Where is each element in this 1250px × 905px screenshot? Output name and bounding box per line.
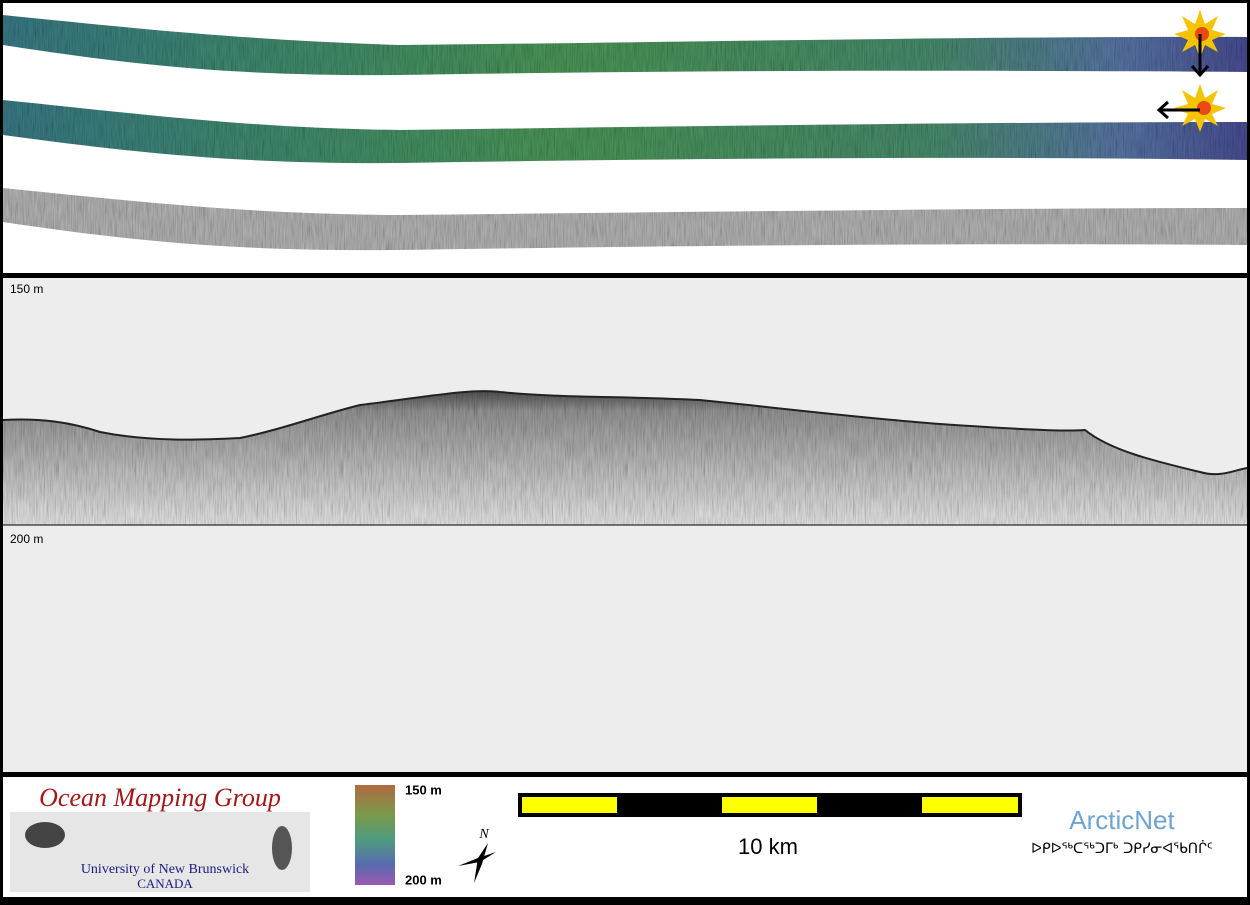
north-arrow: N — [458, 827, 496, 883]
north-label: N — [478, 827, 489, 842]
seabed-line — [2, 390, 1248, 476]
partner-inuktitut: ᐅᑭᐅᖅᑕᖅᑐᒥᒃ ᑐᑭᓯᓂᐊᖃᑎᒌᑦ — [1031, 840, 1213, 857]
logo-ship — [272, 826, 292, 870]
logo-university: University of New Brunswick — [81, 862, 249, 877]
depth-colorbar — [355, 785, 395, 885]
depth-label: 200 m — [10, 532, 43, 546]
depth-label: 150 m — [10, 282, 43, 296]
scale-label: 10 km — [738, 834, 798, 859]
logo-background — [10, 812, 310, 892]
colorbar-label: 150 m — [405, 782, 442, 797]
logo-country: CANADA — [137, 876, 193, 891]
bathymetry-swath — [3, 100, 1247, 164]
logo-title: Ocean Mapping Group — [39, 783, 281, 812]
backscatter-swath — [3, 188, 1247, 251]
scale-bar: 10 km — [518, 793, 1022, 859]
colorbar-label: 200 m — [405, 872, 442, 887]
sun-icon — [1156, 84, 1226, 132]
bathymetry-swath — [3, 15, 1247, 76]
partner-name: ArcticNet — [1069, 805, 1175, 835]
logo: Ocean Mapping Group University of New Br… — [10, 783, 310, 892]
sun-icon — [1174, 10, 1226, 78]
logo-ship — [25, 822, 65, 848]
